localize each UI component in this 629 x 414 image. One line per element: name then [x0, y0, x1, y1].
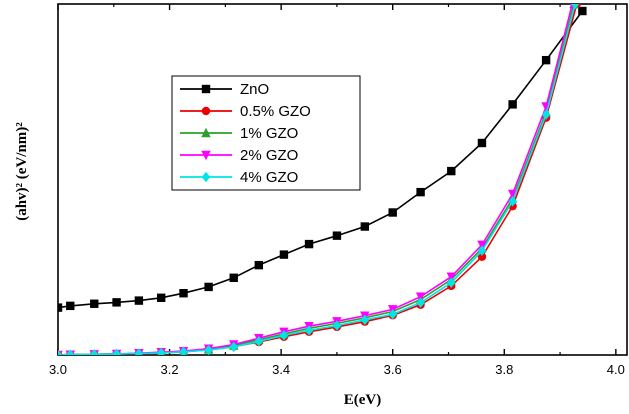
data-point — [90, 299, 99, 308]
data-point — [508, 100, 517, 109]
data-point — [332, 231, 342, 240]
legend-label: 0.5% GZO — [240, 103, 311, 120]
data-point — [90, 349, 99, 355]
legend-item: ZnO — [180, 81, 269, 98]
data-point — [508, 196, 517, 207]
data-point — [157, 293, 166, 302]
data-point — [570, 4, 580, 10]
data-point — [541, 109, 551, 120]
data-point — [157, 347, 166, 355]
data-point — [201, 84, 211, 94]
data-point — [416, 187, 425, 197]
data-point — [201, 106, 211, 116]
data-point — [204, 344, 213, 355]
data-point — [447, 166, 456, 176]
y-axis-title: (ahv)² (eV/nm)² — [14, 122, 30, 221]
data-point — [229, 341, 238, 353]
data-point — [578, 6, 587, 16]
data-point — [112, 348, 121, 355]
data-point — [332, 320, 342, 331]
data-point — [134, 348, 144, 355]
x-tick-label: 3.4 — [272, 362, 290, 377]
x-tick-label: 3.8 — [495, 362, 513, 377]
data-point — [254, 260, 264, 270]
data-point — [229, 273, 238, 282]
data-point — [204, 282, 213, 292]
plot-area — [58, 4, 587, 355]
data-point — [254, 336, 264, 347]
data-point — [477, 138, 487, 148]
x-tick-label: 4.0 — [607, 362, 625, 377]
data-point — [201, 150, 211, 161]
data-point — [304, 239, 314, 249]
legend-item: 0.5% GZO — [180, 103, 311, 120]
legend: ZnO 0.5% GZO 1% GZO 2% GZO 4% GZO — [171, 75, 361, 191]
data-point — [304, 325, 314, 336]
data-point — [507, 189, 518, 200]
legend-item: 1% GZO — [180, 125, 298, 142]
plot-frame — [57, 3, 628, 356]
data-point — [66, 349, 75, 355]
legend-label: 2% GZO — [240, 147, 298, 164]
data-point — [179, 346, 188, 355]
data-point — [134, 296, 144, 305]
data-point — [201, 127, 211, 138]
data-point — [58, 349, 63, 355]
data-point — [66, 301, 75, 311]
data-point — [447, 277, 456, 288]
series-4-gzo — [58, 4, 580, 355]
data-point — [201, 171, 211, 183]
x-tick-label: 3.0 — [49, 362, 67, 377]
data-point — [388, 208, 397, 217]
data-point — [415, 292, 426, 302]
data-point — [279, 330, 289, 341]
data-point — [446, 272, 456, 282]
legend-label: ZnO — [240, 81, 269, 98]
data-point — [477, 252, 487, 261]
x-tick-label: 3.6 — [384, 362, 402, 377]
x-tick-label: 3.2 — [161, 362, 179, 377]
data-point — [179, 289, 188, 298]
data-point — [477, 245, 487, 256]
data-point — [477, 240, 487, 250]
legend-label: 4% GZO — [240, 169, 298, 186]
legend-item: 2% GZO — [180, 147, 298, 164]
data-point — [58, 303, 63, 312]
data-point — [279, 250, 289, 259]
data-point — [112, 298, 121, 307]
data-point — [416, 297, 425, 308]
legend-label: 1% GZO — [240, 125, 298, 142]
data-point — [360, 314, 370, 326]
data-point — [388, 309, 397, 320]
legend-item: 4% GZO — [180, 169, 298, 186]
series-zno — [58, 6, 587, 312]
data-point — [541, 55, 551, 65]
data-point — [360, 222, 370, 231]
x-axis-title: E(eV) — [344, 392, 382, 408]
